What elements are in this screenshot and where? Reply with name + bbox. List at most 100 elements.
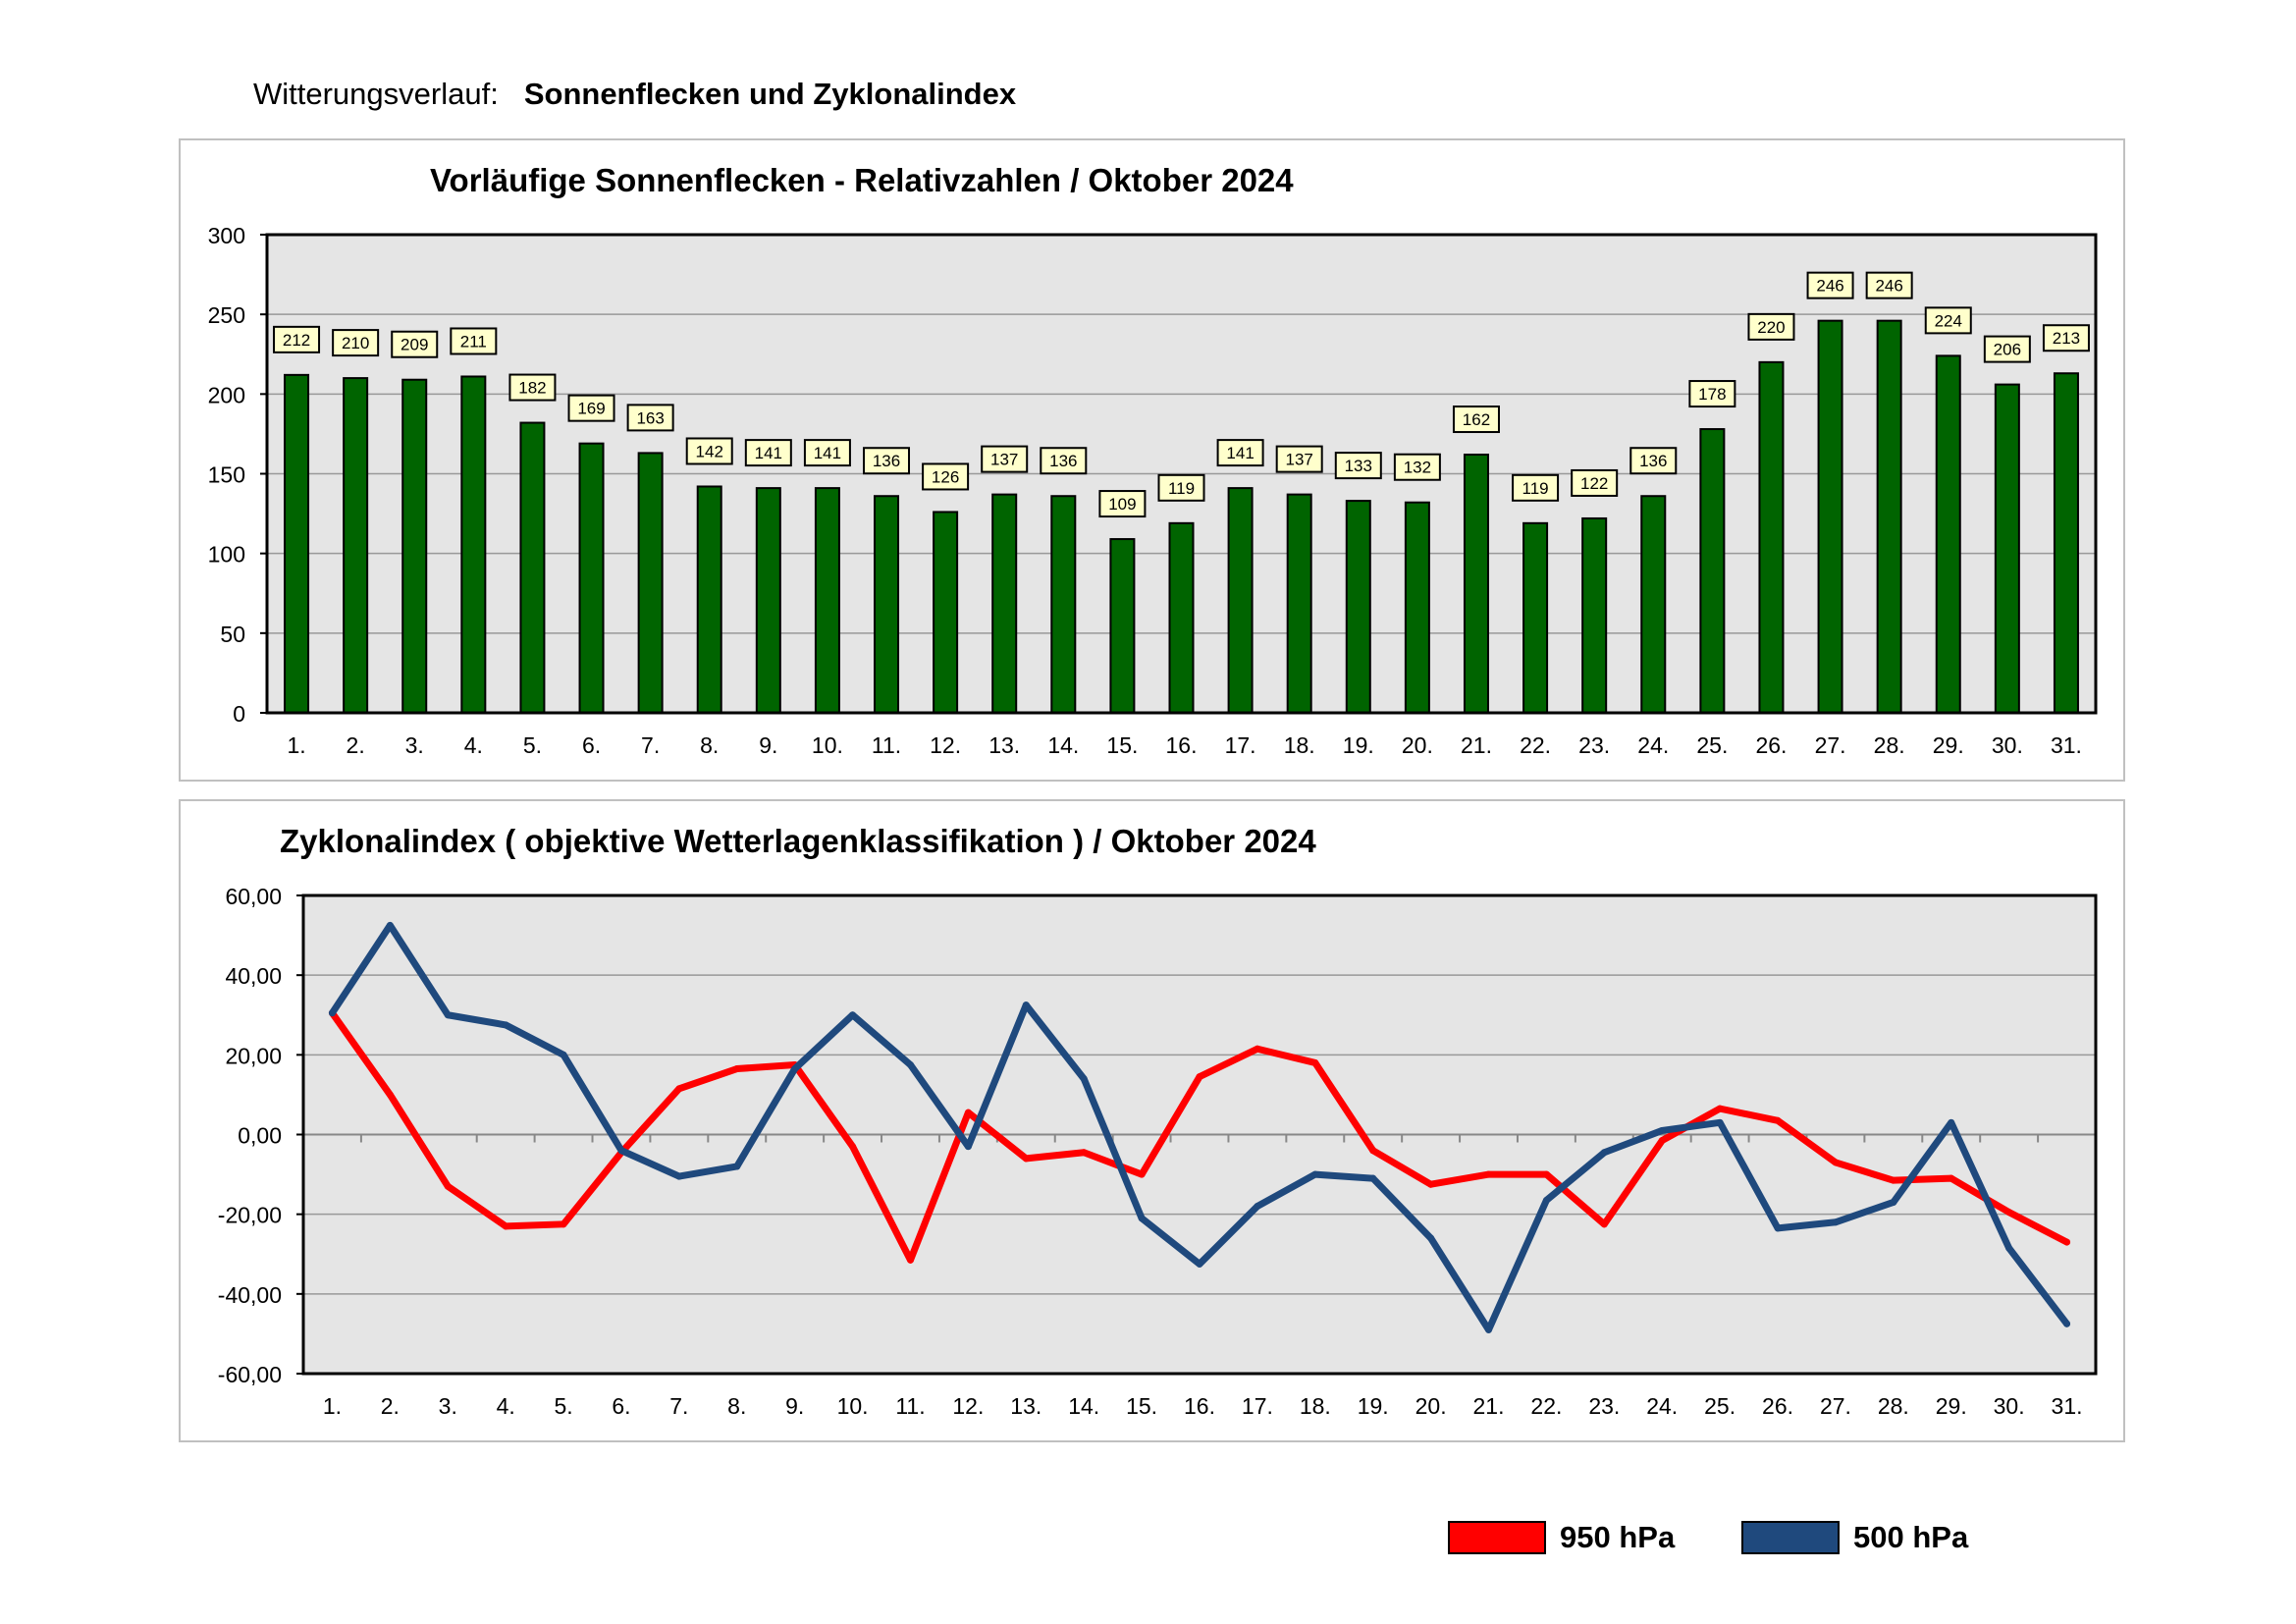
x-tick-label: 24.: [1646, 1393, 1678, 1419]
data-label-box: [1865, 271, 1913, 299]
data-point-500hpa: [2005, 1244, 2013, 1252]
x-tick-label: 31.: [2052, 1393, 2083, 1419]
data-point-950hpa: [1774, 1116, 1782, 1124]
y-tick-label: 150: [208, 462, 245, 488]
bar: [1109, 538, 1136, 714]
x-tick-label: 31.: [2051, 732, 2082, 758]
bar: [1286, 493, 1312, 714]
data-label: 141: [1226, 444, 1254, 462]
data-point-500hpa: [386, 921, 394, 929]
data-point-950hpa: [444, 1182, 452, 1190]
data-point-500hpa: [1542, 1196, 1550, 1204]
bar: [2053, 372, 2079, 714]
data-label: 142: [696, 442, 723, 460]
data-point-950hpa: [733, 1065, 741, 1073]
data-label: 119: [1522, 479, 1549, 498]
data-label: 109: [1108, 495, 1136, 514]
x-tick-label: 1.: [287, 732, 305, 758]
x-tick-label: 25.: [1696, 732, 1728, 758]
data-label-box: [332, 329, 380, 357]
data-point-500hpa: [1485, 1326, 1493, 1333]
data-point-950hpa: [906, 1256, 914, 1264]
x-tick-label: 21.: [1461, 732, 1492, 758]
x-tick-label: 6.: [582, 732, 601, 758]
data-point-500hpa: [1369, 1174, 1377, 1182]
chart-title: Vorläufige Sonnenflecken - Relativzahlen…: [430, 162, 1294, 198]
data-label: 122: [1580, 474, 1608, 493]
data-point-500hpa: [733, 1163, 741, 1170]
legend-swatch-500hpa: [1741, 1521, 1840, 1554]
plot-border: [265, 233, 2098, 715]
x-tick-label: 20.: [1415, 1393, 1447, 1419]
data-point-950hpa: [1542, 1170, 1550, 1178]
data-point-500hpa: [444, 1011, 452, 1019]
y-tick-label: 0: [233, 701, 245, 727]
bar: [1404, 501, 1430, 714]
data-point-500hpa: [1774, 1224, 1782, 1232]
x-tick-label: 2.: [347, 732, 365, 758]
data-label-box: [2042, 324, 2090, 352]
data-point-950hpa: [1427, 1180, 1435, 1188]
data-label: 169: [577, 400, 605, 418]
data-label-box: [863, 447, 911, 475]
x-tick-label: 15.: [1126, 1393, 1157, 1419]
x-tick-label: 18.: [1300, 1393, 1331, 1419]
x-tick-label: 19.: [1358, 1393, 1389, 1419]
data-point-950hpa: [1369, 1147, 1377, 1155]
x-tick-label: 1.: [323, 1393, 342, 1419]
x-tick-label: 12.: [952, 1393, 984, 1419]
data-label: 224: [1935, 311, 1962, 330]
data-label: 137: [990, 451, 1018, 469]
data-point-950hpa: [2005, 1209, 2013, 1217]
x-tick-label: 16.: [1166, 732, 1198, 758]
plot-border: [301, 893, 2098, 1376]
data-point-500hpa: [1196, 1260, 1203, 1268]
data-label-box: [1452, 406, 1500, 434]
data-point-500hpa: [675, 1172, 683, 1180]
y-tick-label: 100: [208, 542, 245, 568]
bar: [460, 375, 487, 715]
data-label-box: [744, 439, 792, 467]
data-label: 136: [873, 452, 900, 470]
bar: [1935, 354, 1961, 715]
y-tick-label: -60,00: [218, 1362, 282, 1387]
data-label: 163: [636, 408, 664, 427]
x-tick-label: 19.: [1343, 732, 1374, 758]
data-label-box: [273, 325, 321, 353]
data-label: 182: [518, 379, 546, 398]
data-label-box: [1688, 380, 1736, 408]
x-tick-label: 30.: [1994, 1393, 2025, 1419]
data-point-500hpa: [502, 1021, 509, 1029]
data-label-box: [391, 330, 439, 358]
y-tick-label: 250: [208, 302, 245, 328]
data-label: 246: [1816, 277, 1843, 296]
x-tick-label: 23.: [1578, 732, 1610, 758]
data-point-500hpa: [1890, 1198, 1897, 1206]
data-label-box: [450, 327, 498, 355]
bar: [284, 373, 310, 714]
data-label-box: [685, 437, 733, 465]
data-label-box: [1629, 447, 1678, 475]
bar: [1463, 454, 1489, 714]
x-tick-label: 8.: [700, 732, 719, 758]
x-tick-label: 13.: [988, 732, 1020, 758]
data-label-box: [508, 373, 557, 402]
data-label: 220: [1757, 318, 1785, 337]
data-label-box: [1983, 335, 2031, 363]
x-tick-label: 26.: [1755, 732, 1787, 758]
data-point-950hpa: [1196, 1073, 1203, 1081]
data-point-500hpa: [1254, 1203, 1261, 1211]
data-label-box: [1216, 439, 1264, 467]
data-point-500hpa: [328, 1009, 336, 1017]
bar: [1699, 428, 1726, 714]
data-label: 133: [1345, 457, 1372, 475]
legend-item-950hpa: 950 hPa: [1448, 1518, 1675, 1557]
y-tick-label: -40,00: [218, 1282, 282, 1308]
data-point-500hpa: [1658, 1126, 1666, 1134]
data-point-500hpa: [1427, 1234, 1435, 1242]
bar: [755, 487, 781, 714]
data-label-box: [1275, 445, 1323, 473]
bar: [874, 495, 900, 714]
chart-title: Zyklonalindex ( objektive Wetterlagenkla…: [280, 823, 1316, 859]
x-tick-label: 7.: [641, 732, 660, 758]
